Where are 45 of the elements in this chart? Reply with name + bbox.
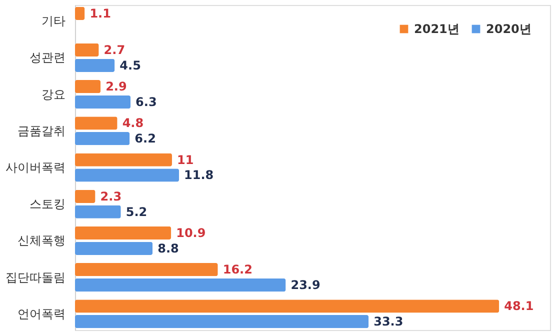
data-label: 23.9 <box>290 278 320 292</box>
bar <box>75 190 96 203</box>
bar <box>75 116 118 130</box>
data-label: 4.5 <box>120 58 141 72</box>
bar <box>75 168 180 182</box>
data-label: 5.2 <box>126 204 148 219</box>
y-tick-label: 집단따돌림 <box>6 270 66 284</box>
bar <box>75 263 218 276</box>
y-tick-label: 기타 <box>42 14 66 28</box>
bar <box>75 80 101 94</box>
bar <box>75 58 115 72</box>
y-tick-label: 성관련 <box>30 50 66 65</box>
legend-label: 2020년 <box>486 22 532 36</box>
y-tick-label: 금품갈취 <box>18 124 66 138</box>
bar <box>75 315 369 328</box>
bar <box>75 242 153 255</box>
data-label: 2.7 <box>104 42 126 57</box>
bar <box>75 226 172 240</box>
data-label: 4.8 <box>122 116 144 130</box>
y-tick-label: 스토킹 <box>30 197 66 212</box>
y-tick-label: 언어폭력 <box>18 306 66 321</box>
bar <box>75 43 99 57</box>
data-label: 33.3 <box>374 314 404 329</box>
data-label: 1.1 <box>90 6 111 20</box>
y-tick-label: 신체폭행 <box>18 234 66 248</box>
data-label: 11.8 <box>184 168 214 182</box>
data-label: 2.3 <box>100 189 122 204</box>
bar <box>75 278 286 292</box>
data-label: 48.1 <box>504 299 534 314</box>
data-label: 2.9 <box>106 80 127 94</box>
bar <box>75 300 500 313</box>
bar <box>75 95 131 109</box>
bar <box>75 205 121 218</box>
data-label: 6.2 <box>134 132 156 146</box>
bar <box>75 6 85 20</box>
data-label: 11 <box>176 152 194 167</box>
data-label: 16.2 <box>222 262 252 277</box>
data-label: 10.9 <box>176 226 206 240</box>
bar <box>75 153 172 166</box>
data-label: 8.8 <box>158 241 179 256</box>
bar <box>75 132 130 146</box>
data-label: 6.3 <box>136 95 157 110</box>
y-tick-label: 사이버폭력 <box>6 160 66 174</box>
legend-label: 2021년 <box>414 22 460 36</box>
y-tick-label: 강요 <box>42 87 66 102</box>
